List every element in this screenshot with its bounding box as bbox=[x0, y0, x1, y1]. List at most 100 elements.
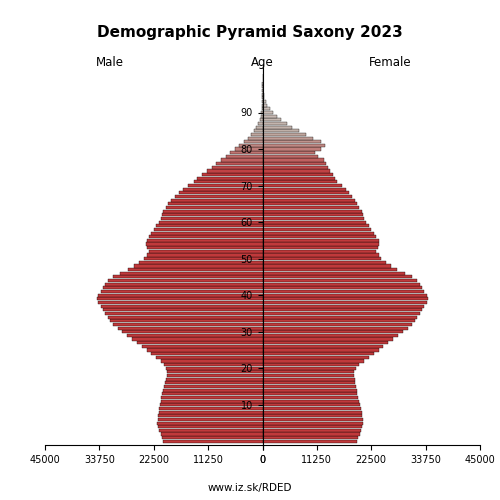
Bar bbox=[262, 316, 417, 318]
Bar bbox=[262, 184, 342, 187]
Bar bbox=[262, 294, 427, 296]
Bar bbox=[103, 308, 262, 312]
Bar bbox=[262, 232, 374, 234]
Bar bbox=[132, 338, 262, 340]
Bar bbox=[262, 92, 264, 96]
Bar bbox=[262, 140, 320, 143]
Bar bbox=[262, 235, 376, 238]
Bar bbox=[166, 366, 262, 370]
Bar bbox=[262, 108, 270, 110]
Bar bbox=[118, 326, 262, 330]
Bar bbox=[112, 276, 262, 278]
Bar bbox=[100, 304, 262, 308]
Bar bbox=[152, 352, 262, 355]
Bar bbox=[166, 206, 262, 209]
Bar bbox=[156, 224, 262, 228]
Bar bbox=[262, 96, 264, 100]
Bar bbox=[262, 348, 378, 352]
Bar bbox=[158, 418, 262, 421]
Bar bbox=[162, 396, 262, 399]
Bar bbox=[262, 162, 326, 165]
Bar bbox=[162, 436, 262, 439]
Text: Female: Female bbox=[368, 56, 412, 69]
Bar bbox=[262, 308, 422, 312]
Bar bbox=[262, 418, 362, 421]
Bar bbox=[262, 378, 355, 381]
Bar bbox=[262, 220, 366, 224]
Bar bbox=[256, 126, 262, 128]
Bar bbox=[98, 294, 262, 296]
Bar bbox=[160, 432, 262, 436]
Bar bbox=[103, 286, 262, 290]
Bar bbox=[158, 414, 262, 418]
Bar bbox=[154, 228, 262, 231]
Bar bbox=[262, 261, 386, 264]
Bar bbox=[146, 254, 262, 256]
Bar bbox=[134, 264, 262, 268]
Bar bbox=[106, 282, 262, 286]
Bar bbox=[164, 363, 262, 366]
Bar bbox=[262, 217, 364, 220]
Bar bbox=[262, 89, 263, 92]
Bar bbox=[146, 239, 262, 242]
Bar bbox=[262, 198, 356, 202]
Bar bbox=[262, 122, 286, 125]
Bar bbox=[221, 158, 262, 162]
Bar bbox=[262, 246, 378, 249]
Bar bbox=[202, 173, 262, 176]
Bar bbox=[262, 312, 420, 315]
Bar bbox=[262, 374, 354, 377]
Bar bbox=[262, 210, 362, 212]
Bar bbox=[183, 188, 262, 191]
Bar bbox=[158, 220, 262, 224]
Bar bbox=[262, 298, 428, 300]
Bar bbox=[262, 188, 345, 191]
Bar bbox=[188, 184, 262, 187]
Bar bbox=[262, 366, 356, 370]
Bar bbox=[159, 429, 262, 432]
Bar bbox=[251, 133, 262, 136]
Bar bbox=[262, 279, 417, 282]
Bar bbox=[235, 148, 262, 150]
Bar bbox=[262, 144, 326, 147]
Bar bbox=[262, 396, 358, 399]
Bar bbox=[149, 235, 262, 238]
Bar bbox=[108, 316, 262, 318]
Bar bbox=[262, 334, 398, 337]
Bar bbox=[162, 392, 262, 396]
Bar bbox=[120, 272, 262, 275]
Bar bbox=[262, 239, 378, 242]
Bar bbox=[262, 400, 358, 402]
Bar bbox=[163, 388, 262, 392]
Bar bbox=[262, 323, 412, 326]
Bar bbox=[108, 279, 262, 282]
Bar bbox=[170, 198, 262, 202]
Bar bbox=[142, 345, 262, 348]
Bar bbox=[262, 214, 363, 216]
Bar bbox=[262, 206, 359, 209]
Bar bbox=[152, 232, 262, 234]
Bar bbox=[161, 217, 262, 220]
Bar bbox=[262, 250, 376, 253]
Bar bbox=[262, 272, 405, 275]
Bar bbox=[262, 158, 324, 162]
Text: Male: Male bbox=[96, 56, 124, 69]
Bar bbox=[262, 392, 357, 396]
Bar bbox=[262, 414, 362, 418]
Bar bbox=[156, 356, 262, 359]
Bar bbox=[139, 261, 262, 264]
Bar bbox=[262, 385, 356, 388]
Bar bbox=[122, 330, 262, 334]
Bar bbox=[144, 257, 262, 260]
Bar bbox=[262, 151, 314, 154]
Bar bbox=[262, 254, 378, 256]
Bar bbox=[164, 210, 262, 212]
Bar bbox=[212, 166, 262, 169]
Bar bbox=[262, 345, 384, 348]
Bar bbox=[262, 410, 362, 414]
Bar bbox=[262, 118, 281, 122]
Bar bbox=[262, 425, 362, 428]
Bar bbox=[128, 268, 262, 271]
Bar bbox=[230, 151, 262, 154]
Bar bbox=[262, 192, 348, 194]
